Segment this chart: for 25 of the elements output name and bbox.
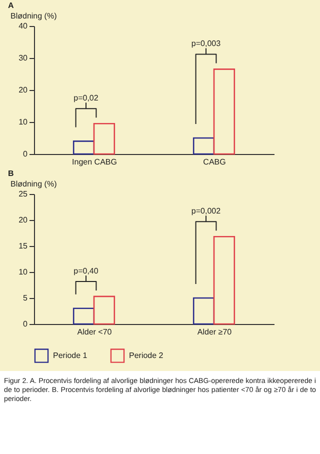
legend-label: Periode 1 (53, 350, 88, 360)
y-axis-title: Blødning (%) (10, 180, 58, 188)
chart-title: A (8, 1, 14, 10)
annotation: p=0,40 (74, 266, 99, 276)
y-tick-label: 20 (18, 86, 28, 94)
y-tick-label: 20 (18, 216, 28, 224)
annotation: p=0,003 (191, 39, 222, 48)
annotation: p=0,02 (74, 94, 99, 103)
y-tick-label: 10 (18, 268, 28, 276)
y-axis-title: Blødning (%) (10, 12, 58, 20)
y-tick-label: 0 (23, 150, 28, 158)
chart-title: B (8, 169, 14, 178)
legend-label: Periode 2 (129, 350, 164, 360)
x-tick-label: Alder ≥70 (197, 328, 232, 336)
y-tick-label: 10 (18, 118, 28, 126)
x-tick-label: CABG (203, 158, 226, 166)
y-tick-label: 0 (23, 320, 28, 328)
y-tick-label: 40 (18, 22, 28, 30)
x-tick-label: Ingen CABG (72, 158, 117, 166)
y-tick-label: 25 (18, 190, 28, 198)
y-tick-label: 5 (23, 294, 28, 302)
x-tick-label: Alder <70 (77, 328, 112, 336)
annotation: p=0,002 (191, 206, 222, 216)
y-tick-label: 15 (18, 242, 28, 250)
y-tick-label: 30 (18, 54, 28, 62)
